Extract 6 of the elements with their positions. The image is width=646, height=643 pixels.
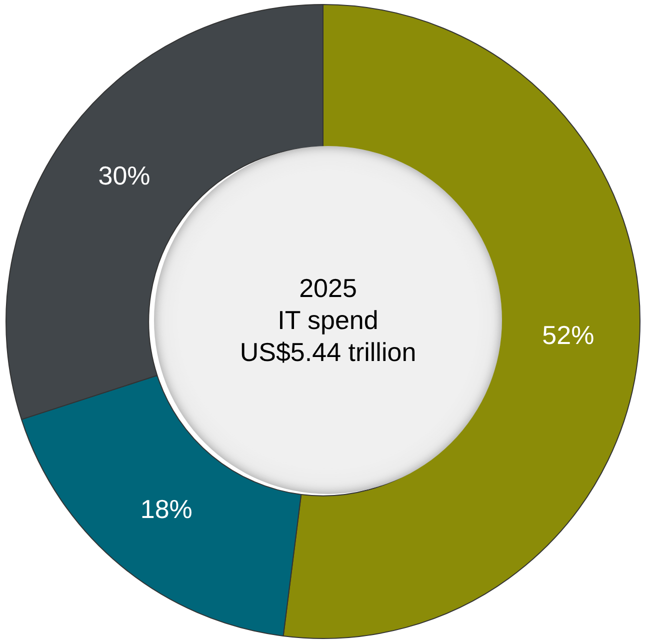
data-label: 30% [98,160,150,190]
text: 2025 [299,272,357,304]
text: IT spend [278,304,378,336]
data-label: 18% [140,494,192,524]
text: US$5.44 trillion [240,336,416,368]
data-label: 52% [542,320,594,350]
